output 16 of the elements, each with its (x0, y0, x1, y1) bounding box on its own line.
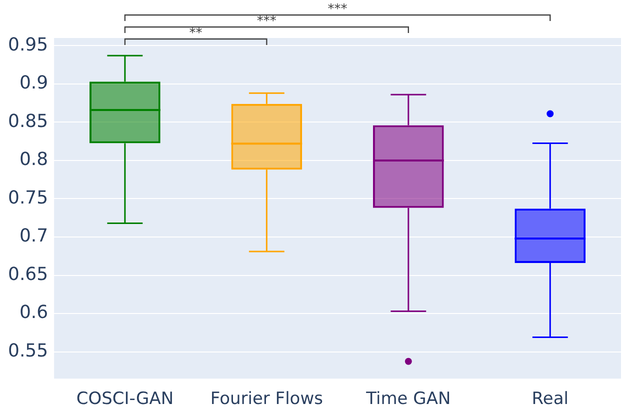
y-tick-label: 0.7 (19, 226, 48, 247)
text: *** (328, 2, 348, 17)
x-tick-label: COSCI-GAN (76, 389, 174, 410)
y-tick-label: 0.95 (8, 34, 48, 56)
y-tick-label: 0.55 (8, 340, 48, 362)
x-tick-label: Time GAN (365, 389, 451, 410)
y-tick-label: 0.85 (8, 110, 48, 132)
x-tick-label: Fourier Flows (210, 389, 324, 410)
y-tick-label: 0.75 (8, 187, 48, 208)
y-tick-label: 0.65 (8, 264, 48, 285)
annotation: ** (189, 26, 203, 41)
text: *** (256, 14, 277, 29)
y-tick-label: 0.9 (19, 72, 48, 94)
y-tick-label: 0.6 (19, 302, 48, 324)
y-tick-label: 0.8 (19, 149, 48, 170)
x-tick-label: Real (532, 389, 568, 410)
